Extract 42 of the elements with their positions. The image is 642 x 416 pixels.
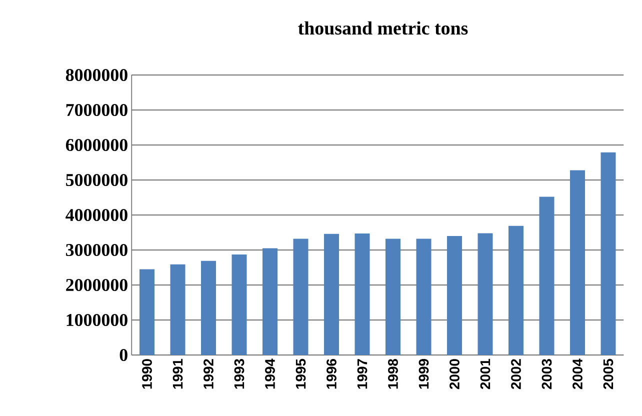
y-tick-label: 1000000	[66, 314, 128, 326]
bar	[600, 152, 616, 355]
bar	[262, 248, 278, 355]
x-tick-label: 2002	[511, 359, 521, 390]
y-tick-label: 7000000	[66, 104, 128, 116]
y-tick-label: 6000000	[66, 138, 128, 152]
x-tick-label: 1992	[204, 359, 214, 389]
y-tick-label: 2000000	[66, 278, 128, 292]
chart-title: thousand metric tons	[298, 21, 468, 35]
bar	[570, 170, 586, 355]
bar	[293, 238, 308, 355]
bar	[170, 264, 186, 355]
x-tick-label: 1999	[418, 359, 429, 389]
bar	[324, 234, 340, 355]
bar	[447, 236, 462, 355]
bar	[140, 269, 154, 355]
x-tick-label: 1994	[265, 358, 275, 389]
x-tick-label: 2000	[450, 359, 460, 390]
bar	[201, 260, 216, 355]
x-tick-label: 2005	[603, 358, 614, 390]
bar	[508, 226, 524, 355]
bar	[416, 238, 432, 355]
y-tick-label: 5000000	[66, 174, 128, 186]
bar	[539, 196, 554, 355]
x-tick-label: 1990	[142, 359, 152, 389]
x-tick-label: 1996	[326, 359, 336, 389]
x-tick-label: 1997	[357, 359, 368, 389]
x-tick-label: 1993	[234, 359, 244, 389]
bar	[354, 234, 370, 355]
bar	[478, 233, 493, 355]
bar	[386, 238, 401, 355]
y-tick-label: 3000000	[66, 244, 128, 256]
y-tick-label: 8000000	[66, 68, 128, 82]
x-tick-label: 2001	[480, 358, 490, 390]
y-tick-label: 4000000	[66, 208, 128, 222]
y-tick-label: 0	[120, 348, 128, 362]
x-tick-label: 1998	[388, 358, 398, 389]
x-tick-label: 1991	[172, 358, 183, 389]
x-tick-label: 2003	[542, 359, 552, 390]
x-tick-label: 1995	[296, 358, 306, 389]
x-tick-label: 2004	[572, 358, 582, 390]
bar	[232, 254, 247, 355]
